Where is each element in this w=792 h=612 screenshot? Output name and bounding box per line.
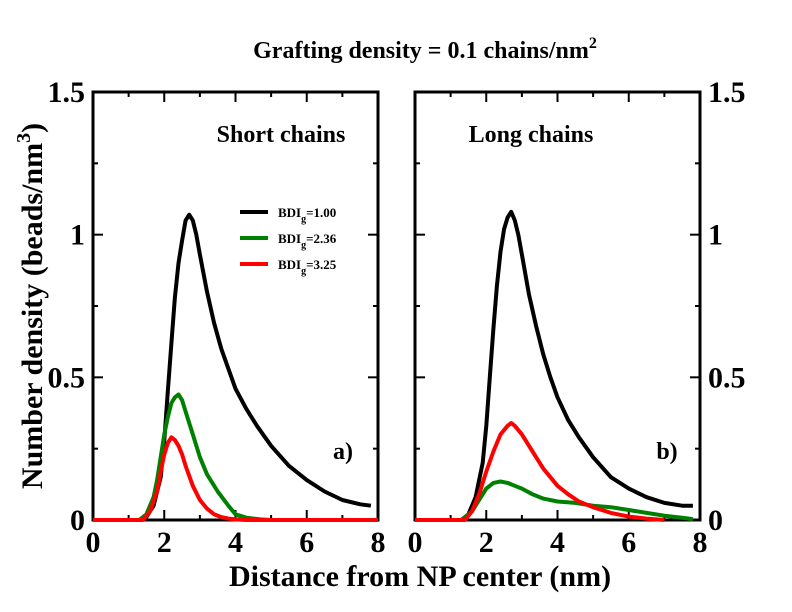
series-line xyxy=(93,392,378,522)
legend-label: BDIg=1.00 xyxy=(278,205,336,225)
data-series xyxy=(93,212,378,522)
y-tick-label: 1 xyxy=(70,219,85,252)
x-tick-label: 2 xyxy=(479,526,494,559)
panel-title: Long chains xyxy=(469,122,594,148)
data-series xyxy=(415,209,694,522)
y-tick-label: 0.5 xyxy=(48,361,86,394)
legend-label: BDIg=2.36 xyxy=(278,231,337,251)
y-tick-label: 1 xyxy=(708,219,723,252)
panel-label: a) xyxy=(333,439,353,465)
panel-long-chains: Long chains b) 0 2 4 6 800.511.5 xyxy=(408,76,746,559)
series-line xyxy=(415,209,693,522)
y-tick-label: 1.5 xyxy=(708,76,746,109)
legend-label: BDIg=3.25 xyxy=(278,257,337,277)
series-line xyxy=(415,421,665,522)
x-tick-label: 2 xyxy=(157,526,172,559)
x-tick-label: 8 xyxy=(371,526,386,559)
panel-short-chains: Short chains a) 0 2 4 6 8 0 0.5 1 1.5 xyxy=(48,76,386,559)
x-tick-label: 8 xyxy=(693,526,708,559)
panel-title: Short chains xyxy=(217,122,346,148)
series-line xyxy=(93,435,378,522)
x-tick-label: 0 xyxy=(408,526,423,559)
x-tick-label: 6 xyxy=(299,526,314,559)
panel-label: b) xyxy=(656,439,677,465)
y-tick-label: 0.5 xyxy=(708,361,746,394)
y-axis-label: Number density (beads/nm3) xyxy=(13,123,49,489)
x-tick-label: 6 xyxy=(621,526,636,559)
legend: BDIg=1.00 BDIg=2.36 BDIg=3.25 xyxy=(240,205,337,277)
y-tick-label: 0 xyxy=(708,504,723,537)
figure-title: Grafting density = 0.1 chains/nm2 xyxy=(253,35,597,64)
x-tick-label: 4 xyxy=(550,526,565,559)
x-tick-label: 0 xyxy=(86,526,101,559)
axis-ticks: 0 2 4 6 800.511.5 xyxy=(408,76,746,559)
y-tick-label: 1.5 xyxy=(48,76,86,109)
series-line xyxy=(415,479,694,522)
y-tick-label: 0 xyxy=(70,504,85,537)
x-tick-label: 4 xyxy=(228,526,243,559)
x-axis-label: Distance from NP center (nm) xyxy=(229,560,611,593)
